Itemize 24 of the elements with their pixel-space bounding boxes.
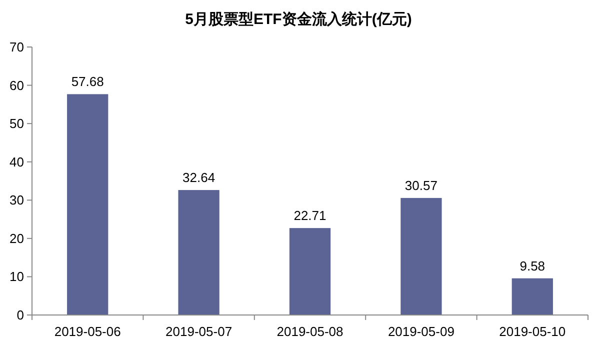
y-tick-label: 20 [10, 230, 24, 246]
bar [400, 198, 442, 315]
y-tick-label: 70 [10, 40, 24, 54]
bar [67, 94, 108, 315]
x-tick-label: 2019-05-09 [388, 324, 454, 339]
bar [512, 278, 553, 315]
data-label: 57.68 [71, 74, 104, 90]
y-tick-label: 60 [10, 78, 24, 93]
bar [178, 190, 220, 315]
y-tick-label: 0 [16, 308, 24, 322]
data-label: 9.58 [520, 258, 546, 274]
chart-title: 5月股票型ETF资金流入统计(亿元) [185, 10, 412, 28]
bar [289, 228, 331, 315]
x-tick-label: 2019-05-06 [54, 324, 121, 339]
y-tick-label: 50 [10, 116, 24, 132]
x-tick-label: 2019-05-07 [166, 324, 232, 339]
y-tick-label: 10 [10, 269, 24, 284]
data-label: 22.71 [294, 208, 326, 224]
x-tick-label: 2019-05-10 [499, 324, 566, 339]
y-tick-label: 40 [10, 154, 24, 170]
data-label: 30.57 [404, 178, 438, 193]
x-tick-label: 2019-05-08 [276, 324, 344, 339]
data-label: 32.64 [182, 170, 216, 186]
y-tick-label: 30 [10, 192, 24, 208]
